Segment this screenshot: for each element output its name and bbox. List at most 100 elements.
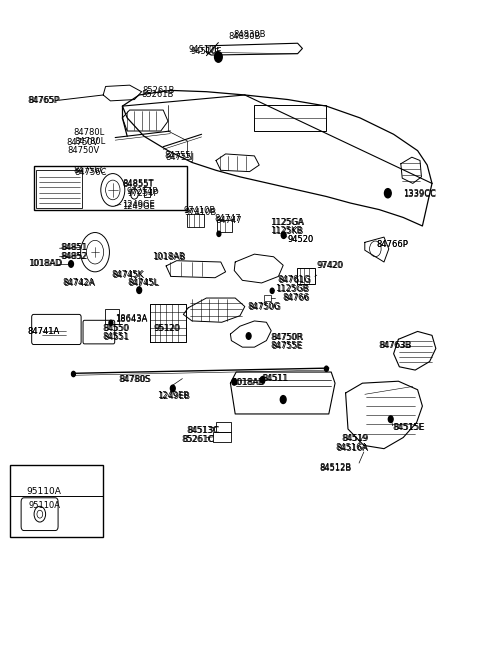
Text: 94510E: 94510E xyxy=(190,47,222,56)
Text: 84750V: 84750V xyxy=(67,146,99,155)
Text: 1339CC: 1339CC xyxy=(403,189,436,198)
Text: 84747: 84747 xyxy=(215,214,241,223)
Text: 84550: 84550 xyxy=(103,324,130,333)
Text: 84761G: 84761G xyxy=(278,276,312,285)
Bar xyxy=(216,422,231,432)
Text: 97410B: 97410B xyxy=(185,208,217,217)
Text: 84852: 84852 xyxy=(60,252,87,261)
Text: 84765P: 84765P xyxy=(28,96,60,105)
Circle shape xyxy=(384,189,391,198)
Text: 84755E: 84755E xyxy=(272,342,303,351)
Text: 84519: 84519 xyxy=(343,434,369,443)
Circle shape xyxy=(324,366,328,371)
Text: 1339CC: 1339CC xyxy=(403,190,436,199)
Text: 1018AD: 1018AD xyxy=(231,378,265,387)
Bar xyxy=(254,105,326,131)
Bar xyxy=(213,432,231,442)
Text: 1249EB: 1249EB xyxy=(158,392,191,401)
Text: 84855T: 84855T xyxy=(122,179,154,188)
Text: 84766: 84766 xyxy=(282,293,309,302)
Text: 95120: 95120 xyxy=(154,324,180,333)
Text: 84756C: 84756C xyxy=(74,168,107,177)
Text: 84851: 84851 xyxy=(60,243,87,252)
Text: 84766: 84766 xyxy=(283,293,310,303)
Text: 84750V: 84750V xyxy=(66,138,98,147)
Text: 84750R: 84750R xyxy=(271,333,303,342)
Text: 1125GA: 1125GA xyxy=(271,218,304,227)
Text: 95120: 95120 xyxy=(155,324,181,333)
Circle shape xyxy=(137,287,142,293)
Text: 94520: 94520 xyxy=(288,235,314,244)
Bar xyxy=(144,187,150,197)
Text: 84750G: 84750G xyxy=(249,303,282,312)
Text: 95110A: 95110A xyxy=(27,487,61,496)
Bar xyxy=(187,214,204,227)
Text: 84851: 84851 xyxy=(61,243,88,252)
Circle shape xyxy=(215,52,222,62)
Circle shape xyxy=(388,416,393,422)
Circle shape xyxy=(270,288,274,293)
Text: 84519: 84519 xyxy=(342,434,368,443)
Text: 84516A: 84516A xyxy=(335,443,367,452)
Text: 84745L: 84745L xyxy=(128,279,159,288)
Text: 84766P: 84766P xyxy=(376,240,408,249)
Text: 84830B: 84830B xyxy=(228,32,261,41)
Text: 84742A: 84742A xyxy=(63,279,96,288)
Text: 84515E: 84515E xyxy=(394,422,425,432)
Circle shape xyxy=(217,231,221,236)
Text: 97254P: 97254P xyxy=(127,187,158,196)
Text: 84763B: 84763B xyxy=(379,341,412,350)
Text: 84516A: 84516A xyxy=(336,443,368,453)
Text: 84550: 84550 xyxy=(102,324,129,333)
Text: 1018AD: 1018AD xyxy=(29,259,62,269)
Text: 84756C: 84756C xyxy=(73,166,106,175)
Text: 84855T: 84855T xyxy=(122,180,154,189)
Text: 84551: 84551 xyxy=(103,333,130,342)
Circle shape xyxy=(69,261,73,267)
Text: 1249GE: 1249GE xyxy=(122,200,155,209)
Text: 84780L: 84780L xyxy=(74,137,106,146)
Circle shape xyxy=(170,385,175,392)
Text: 1125GB: 1125GB xyxy=(275,284,309,293)
Text: 84513C: 84513C xyxy=(187,426,219,435)
Bar xyxy=(36,170,82,208)
Text: 1125KB: 1125KB xyxy=(270,226,302,235)
Text: 84741A: 84741A xyxy=(28,327,60,336)
Circle shape xyxy=(232,379,237,385)
Text: 1249GE: 1249GE xyxy=(122,202,155,211)
Text: 84512B: 84512B xyxy=(319,463,351,472)
Text: 84830B: 84830B xyxy=(233,30,266,39)
Text: 84755J: 84755J xyxy=(164,151,193,160)
Text: 94510E: 94510E xyxy=(188,45,220,54)
Text: 84766P: 84766P xyxy=(377,240,408,249)
Text: 84742A: 84742A xyxy=(62,278,95,288)
Circle shape xyxy=(260,377,265,383)
Text: 97254P: 97254P xyxy=(127,189,159,198)
Text: 84780L: 84780L xyxy=(73,128,104,138)
Circle shape xyxy=(281,232,286,238)
Text: 85261C: 85261C xyxy=(181,435,214,444)
Text: 84761G: 84761G xyxy=(277,275,311,284)
Text: 85261B: 85261B xyxy=(142,90,174,99)
Text: 84511: 84511 xyxy=(262,374,288,383)
Text: 84852: 84852 xyxy=(61,252,88,261)
Text: 85261C: 85261C xyxy=(182,435,215,444)
Text: 97420: 97420 xyxy=(317,261,343,271)
Circle shape xyxy=(246,333,251,339)
Text: 97420: 97420 xyxy=(318,261,344,271)
Text: 1018AD: 1018AD xyxy=(232,378,266,387)
Text: 1125GB: 1125GB xyxy=(276,285,310,294)
Text: 84745K: 84745K xyxy=(113,271,145,280)
Text: 1018AD: 1018AD xyxy=(28,259,61,269)
Text: 84745K: 84745K xyxy=(112,270,144,279)
Text: 1018AB: 1018AB xyxy=(153,253,185,262)
Bar xyxy=(217,220,232,232)
Bar xyxy=(10,465,103,537)
Text: 84765P: 84765P xyxy=(29,96,60,105)
Text: 85261B: 85261B xyxy=(142,86,174,95)
Text: 84511: 84511 xyxy=(261,374,288,383)
Text: 84780S: 84780S xyxy=(118,375,150,384)
Text: 84512B: 84512B xyxy=(320,464,352,473)
Bar xyxy=(34,166,187,210)
Text: 95110A: 95110A xyxy=(28,501,60,510)
